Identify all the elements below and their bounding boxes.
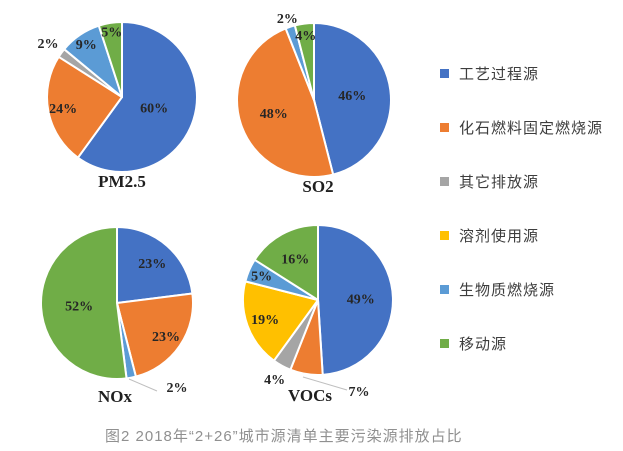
pie-so2-slice-fossil [236, 27, 335, 178]
pie-vocs-slice-process [317, 224, 394, 376]
pie-pm25-slice-fossil [46, 55, 123, 159]
legend-label-fossil: 化石燃料固定燃烧源 [459, 120, 604, 137]
pie-nox-leader-line-biomass [128, 378, 158, 392]
pie-pm25-label-fossil: 24% [49, 102, 77, 117]
legend-item-mobile: 移动源 [440, 334, 603, 353]
pie-nox-slice-mobile [40, 226, 128, 380]
legend-item-fossil: 化石燃料固定燃烧源 [440, 118, 603, 137]
legend-label-solvent: 溶剂使用源 [459, 228, 540, 245]
pie-nox-slice-fossil [116, 292, 194, 378]
pie-nox-label-mobile: 52% [65, 299, 93, 314]
legend-label-other: 其它排放源 [459, 174, 540, 191]
figure-caption: 图2 2018年“2+26”城市源清单主要污染源排放占比 [105, 428, 463, 445]
legend-label-process: 工艺过程源 [459, 66, 540, 83]
pie-nox: 23% 23% 2% 52% [40, 226, 194, 396]
pie-so2-label-process: 46% [338, 89, 366, 104]
pie-title-pm25: PM2.5 [98, 172, 146, 191]
pie-vocs-leader-line-fossil [302, 376, 348, 391]
pie-title-vocs: VOCs [288, 386, 332, 405]
legend-label-mobile: 移动源 [459, 336, 508, 353]
pie-so2-slice-mobile [293, 22, 315, 101]
pie-so2-slice-process [313, 22, 392, 176]
pie-charts-canvas: 60% 24% 2% 9% 5% 46% 48% 2% 4% 23% 23% 2% 52% 49% 7… [38, 12, 394, 406]
pie-pm25-label-mobile: 5% [101, 26, 122, 41]
pie-so2-label-biomass: 2% [277, 12, 298, 27]
legend-swatch-mobile [440, 339, 449, 348]
pie-nox-label-process: 23% [138, 257, 166, 272]
pie-vocs-slice-mobile [253, 224, 319, 301]
pie-vocs-label-process: 49% [347, 293, 375, 308]
pie-pm25-label-other: 2% [38, 37, 59, 52]
legend-item-other: 其它排放源 [440, 172, 603, 191]
legend-item-biomass: 生物质燃烧源 [440, 280, 603, 299]
legend-swatch-fossil [440, 123, 449, 132]
pie-title-nox: NOx [98, 387, 133, 406]
pie-vocs-label-solvent: 19% [251, 313, 279, 328]
pie-so2: 46% 48% 2% 4% [236, 12, 392, 178]
pie-title-so2: SO2 [302, 177, 333, 196]
pie-vocs-label-fossil: 7% [349, 385, 370, 400]
pie-pm25-slice-process [76, 21, 198, 173]
pie-pm25-label-biomass: 9% [76, 38, 97, 53]
legend-swatch-biomass [440, 285, 449, 294]
pie-vocs-label-other: 4% [264, 373, 285, 388]
pie-nox-label-fossil: 23% [152, 330, 180, 345]
legend-item-solvent: 溶剂使用源 [440, 226, 603, 245]
pie-nox-slice-process [116, 226, 194, 304]
pie-vocs-label-biomass: 5% [251, 270, 272, 285]
legend-swatch-solvent [440, 231, 449, 240]
pie-pm25: 60% 24% 2% 9% 5% [38, 21, 198, 173]
legend-item-process: 工艺过程源 [440, 64, 603, 83]
pie-pm25-label-process: 60% [140, 101, 168, 116]
legend: 工艺过程源 化石燃料固定燃烧源 其它排放源 溶剂使用源 生物质燃烧源 移动源 [440, 64, 603, 353]
pie-vocs-label-mobile: 16% [281, 253, 309, 268]
pie-vocs: 49% 7% 4% 19% 5% 16% [242, 224, 394, 400]
legend-label-biomass: 生物质燃烧源 [459, 282, 556, 299]
pie-so2-label-fossil: 48% [260, 107, 288, 122]
pie-nox-label-biomass: 2% [167, 381, 188, 396]
pie-so2-label-mobile: 4% [295, 29, 316, 44]
pie-vocs-slice-solvent [242, 280, 319, 362]
legend-swatch-process [440, 69, 449, 78]
pie-pm25-slice-mobile [97, 21, 123, 98]
legend-swatch-other [440, 177, 449, 186]
